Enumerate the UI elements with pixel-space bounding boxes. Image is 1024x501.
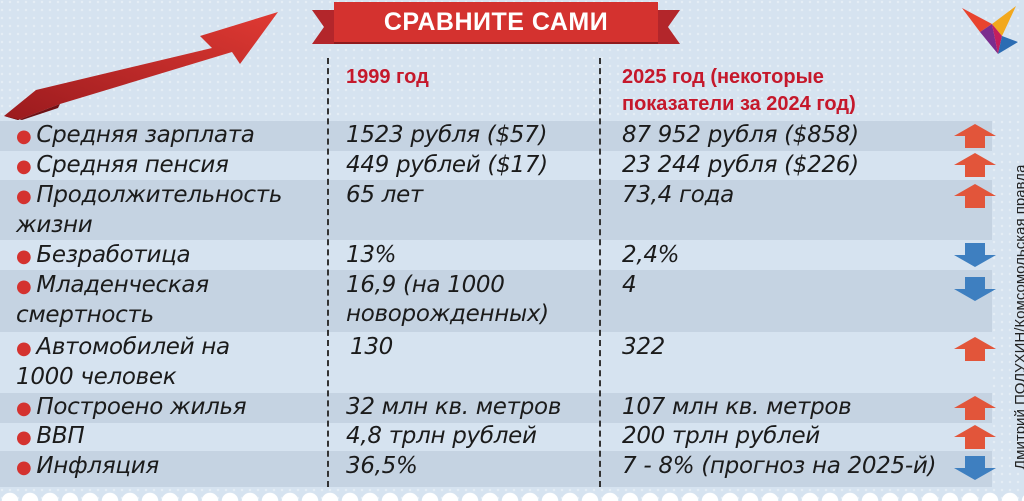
row-name: ● Средняя пенсия xyxy=(16,152,229,178)
row-name: ● Построено жилья xyxy=(16,394,247,420)
banner-title: СРАВНИТЕ САМИ xyxy=(334,2,658,42)
value-2025: 7 - 8% (прогноз на 2025-й) xyxy=(622,453,937,479)
row-band xyxy=(0,451,992,487)
value-1999: 4,8 трлн рублей xyxy=(346,423,537,449)
bullet-icon: ● xyxy=(16,276,32,297)
value-2025: 2,4% xyxy=(622,242,680,268)
value-1999: 1523 рубля ($57) xyxy=(346,122,548,148)
bullet-icon: ● xyxy=(16,186,32,207)
up-arrow-icon xyxy=(954,153,996,177)
value-2025: 4 xyxy=(622,272,637,298)
row-name: ● Безработица xyxy=(16,242,191,268)
bullet-icon: ● xyxy=(16,338,32,359)
row-band xyxy=(0,423,992,451)
row-name: ● ВВП xyxy=(16,423,85,449)
row-band xyxy=(0,270,992,332)
bullet-icon: ● xyxy=(16,457,32,478)
value-1999: 13% xyxy=(346,242,397,268)
value-2025: 87 952 рубля ($858) xyxy=(622,122,859,148)
value-2025: 73,4 года xyxy=(622,182,734,208)
up-arrow-icon xyxy=(954,425,996,449)
down-arrow-icon xyxy=(954,277,996,301)
row-name: ● Автомобилей на 1000 человек xyxy=(16,334,230,390)
row-name: ● Продолжительность жизни xyxy=(16,182,283,238)
up-arrow-icon xyxy=(954,184,996,208)
value-1999: 32 млн кв. метров xyxy=(346,394,562,420)
row-band xyxy=(0,332,992,393)
value-1999: 65 лет xyxy=(346,182,424,208)
up-arrow-icon xyxy=(954,396,996,420)
photo-credit: Дмитрий ПОЛУХИН/Комсомольская правда xyxy=(1012,164,1024,470)
value-2025: 107 млн кв. метров xyxy=(622,394,852,420)
row-band xyxy=(0,240,992,270)
bullet-icon: ● xyxy=(16,126,32,147)
column-divider xyxy=(327,58,329,487)
value-2025: 322 xyxy=(622,334,665,360)
row-name: ● Средняя зарплата xyxy=(16,122,255,148)
row-name: ● Младенческая смертность xyxy=(16,272,209,328)
down-arrow-icon xyxy=(954,243,996,267)
up-arrow-icon xyxy=(954,337,996,361)
row-band xyxy=(0,151,992,180)
value-2025: 200 трлн рублей xyxy=(622,423,820,449)
bullet-icon: ● xyxy=(16,246,32,267)
up-arrow-icon xyxy=(954,124,996,148)
down-arrow-icon xyxy=(954,456,996,480)
value-2025: 23 244 рубля ($226) xyxy=(622,152,859,178)
row-band xyxy=(0,180,992,240)
header-1999: 1999 год xyxy=(346,66,429,88)
row-band xyxy=(0,393,992,423)
value-1999: 16,9 (на 1000 новорожденных) xyxy=(346,272,549,327)
title-banner: СРАВНИТЕ САМИ xyxy=(312,2,680,48)
row-name: ● Инфляция xyxy=(16,453,159,479)
header-2025: 2025 год (некоторые показатели за 2024 г… xyxy=(622,66,856,115)
column-divider xyxy=(599,58,601,487)
bullet-icon: ● xyxy=(16,427,32,448)
value-1999: 449 рублей ($17) xyxy=(346,152,548,178)
bullet-icon: ● xyxy=(16,398,32,419)
row-band xyxy=(0,121,992,151)
rising-arrow-icon xyxy=(4,12,278,120)
bird-logo-icon xyxy=(962,6,1018,54)
bullet-icon: ● xyxy=(16,156,32,177)
scalloped-edge xyxy=(0,487,1024,501)
value-1999: 36,5% xyxy=(346,453,418,479)
value-1999: 130 xyxy=(350,334,393,360)
